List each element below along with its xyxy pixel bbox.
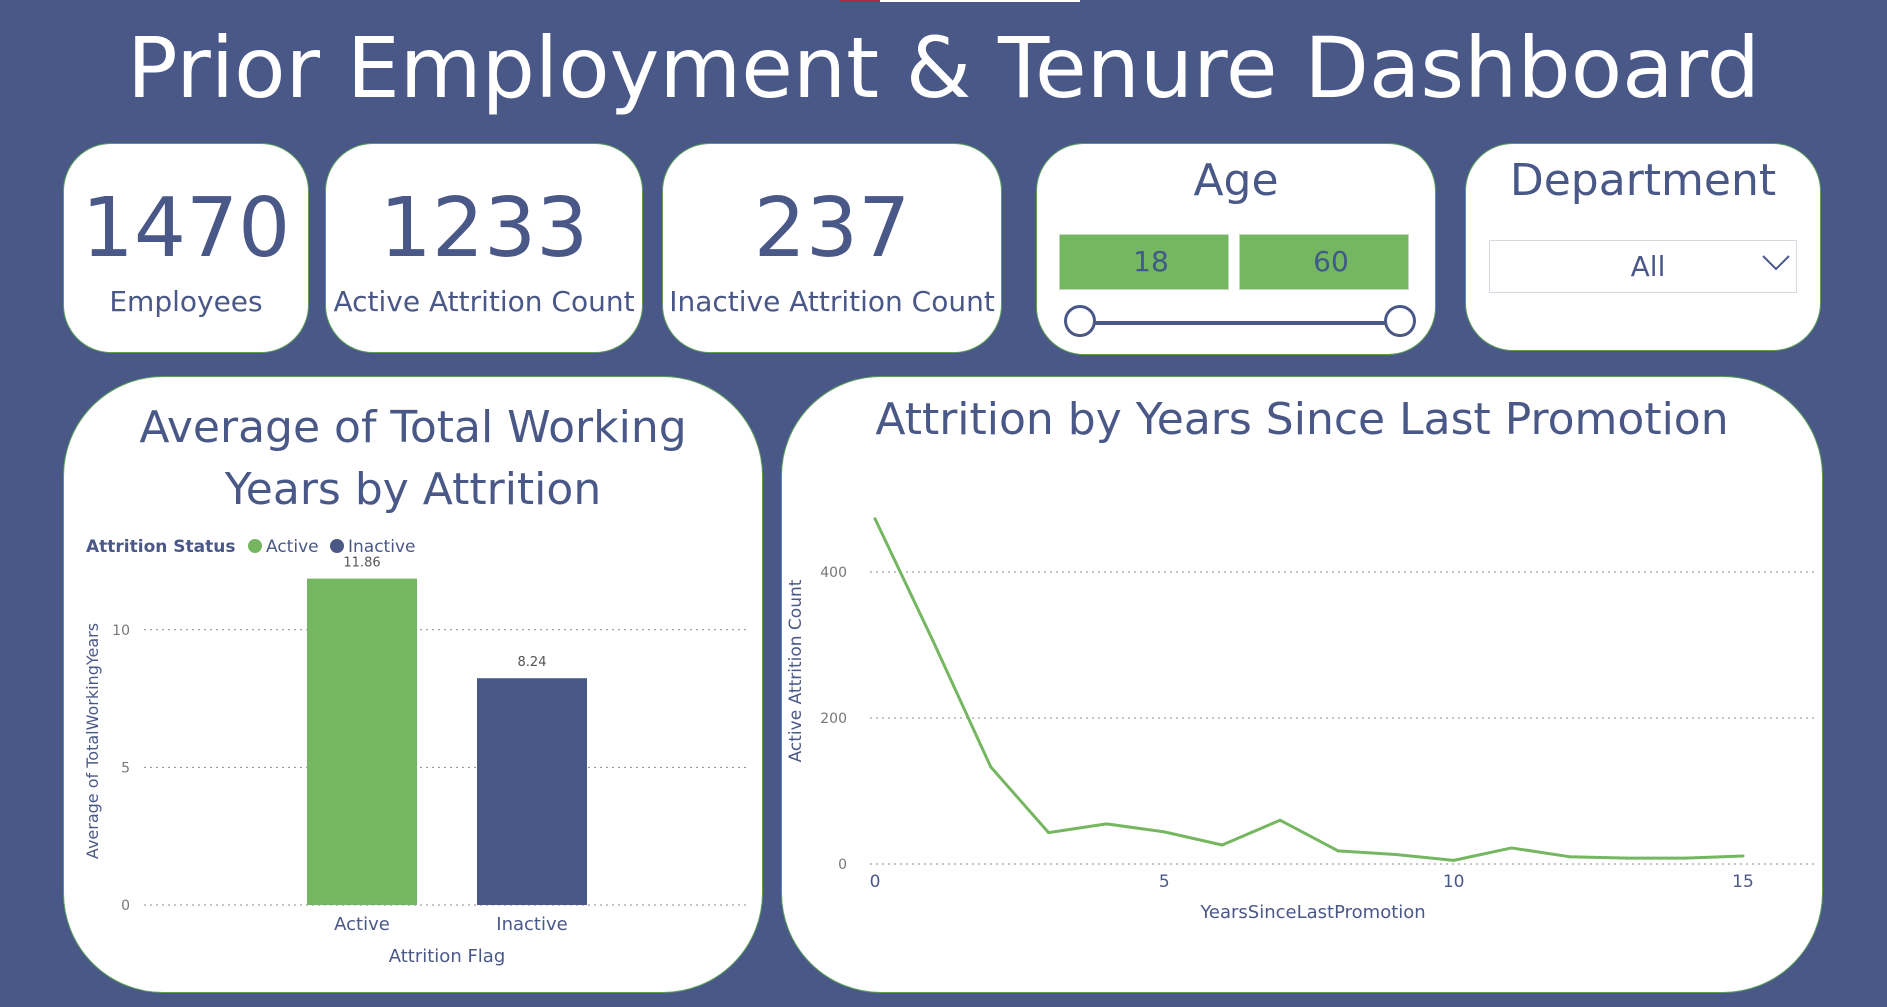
y-tick-label: 5 <box>121 760 130 776</box>
age-slider-track[interactable] <box>1081 321 1405 325</box>
bar <box>307 578 417 905</box>
age-min-input[interactable]: 18 <box>1059 234 1229 290</box>
kpi-value: 1470 <box>81 181 291 276</box>
bar-chart-title: Average of Total Working Years by Attriti… <box>64 397 762 521</box>
y-tick-label: 0 <box>838 857 847 873</box>
age-slider-min-handle[interactable] <box>1064 305 1096 337</box>
y-tick-label: 200 <box>820 711 847 727</box>
data-point <box>989 765 993 769</box>
department-slicer-title: Department <box>1509 155 1777 206</box>
kpi-card-employees: 1470 Employees <box>63 143 309 353</box>
y-tick-label: 10 <box>112 623 130 639</box>
data-point <box>1741 854 1745 858</box>
age-max-input[interactable]: 60 <box>1239 234 1409 290</box>
data-point <box>931 639 935 643</box>
dashboard-title: Prior Employment & Tenure Dashboard <box>127 19 1760 117</box>
y-axis-label: Average of TotalWorkingYears <box>83 623 102 859</box>
bar-chart-title-line: Years by Attrition <box>224 464 602 515</box>
data-point <box>1625 856 1629 860</box>
x-tick-label: 10 <box>1443 872 1465 892</box>
x-tick-label: 0 <box>870 872 881 892</box>
data-point <box>1567 855 1571 859</box>
bar <box>477 678 587 905</box>
data-point <box>1452 858 1456 862</box>
kpi-card-inactive-attrition: 237 Inactive Attrition Count <box>662 143 1002 353</box>
line-chart-title: Attrition by Years Since Last Promotion <box>875 394 1729 445</box>
x-tick-label: Active <box>334 914 390 935</box>
data-point <box>1220 843 1224 847</box>
data-label: 11.86 <box>343 556 380 571</box>
line-chart-card: Attrition by Years Since Last Promotion … <box>781 376 1823 993</box>
bar-chart-title-line: Average of Total Working <box>139 402 687 453</box>
y-tick-label: 400 <box>820 565 847 581</box>
kpi-label: Inactive Attrition Count <box>669 285 995 318</box>
y-tick-label: 0 <box>121 898 130 914</box>
bar-chart: Attrition Status Active Inactive 0 5 10 11.86 A… <box>83 537 749 967</box>
data-point <box>1683 856 1687 860</box>
data-point <box>1394 853 1398 857</box>
bar-chart-card: Average of Total Working Years by Attriti… <box>63 376 763 993</box>
data-label: 8.24 <box>518 655 547 670</box>
age-slider-max-handle[interactable] <box>1384 305 1416 337</box>
legend-marker <box>330 539 344 553</box>
y-axis-label: Active Attrition Count <box>786 579 806 762</box>
age-slicer-title: Age <box>1193 155 1279 206</box>
department-slicer: Department All <box>1465 143 1821 351</box>
data-point <box>1047 831 1051 835</box>
x-tick-label: 15 <box>1732 872 1754 892</box>
legend-item: Inactive <box>348 537 415 557</box>
x-tick-label: Inactive <box>496 914 567 935</box>
data-point <box>1162 830 1166 834</box>
data-point <box>873 517 877 521</box>
kpi-label: Employees <box>109 285 263 318</box>
legend-marker <box>248 539 262 553</box>
legend-title: Attrition Status <box>86 537 235 557</box>
top-strip-decoration <box>840 0 1080 2</box>
x-tick-label: 5 <box>1159 872 1170 892</box>
data-point <box>1336 849 1340 853</box>
kpi-value: 1233 <box>379 181 589 276</box>
kpi-value: 237 <box>753 181 911 276</box>
department-selected-value: All <box>1630 250 1666 283</box>
line-chart: 0 200 400 0 5 10 15 YearsSinceLastPromotion Acti… <box>786 517 1817 923</box>
data-point <box>1510 846 1514 850</box>
x-axis-label: Attrition Flag <box>389 946 506 967</box>
department-dropdown[interactable]: All <box>1489 240 1797 293</box>
data-point <box>1278 818 1282 822</box>
series-line <box>873 518 1744 862</box>
x-axis-label: YearsSinceLastPromotion <box>1199 902 1425 923</box>
data-point <box>1104 822 1108 826</box>
legend-item: Active <box>266 537 319 557</box>
kpi-label: Active Attrition Count <box>333 285 635 318</box>
age-slicer: Age 18 60 <box>1036 143 1436 355</box>
kpi-card-active-attrition: 1233 Active Attrition Count <box>325 143 643 353</box>
chevron-down-icon <box>1762 255 1790 271</box>
